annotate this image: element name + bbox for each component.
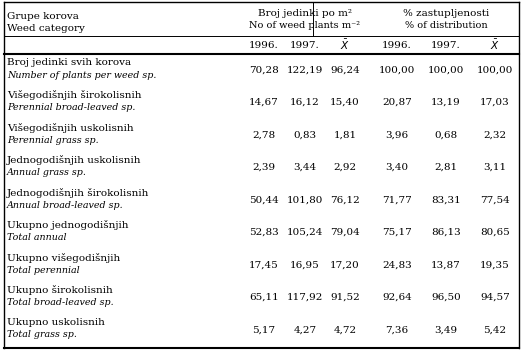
Text: 1996.: 1996.: [249, 41, 279, 49]
Text: 4,72: 4,72: [334, 325, 357, 334]
Text: 5,42: 5,42: [483, 325, 507, 334]
Text: 75,17: 75,17: [382, 228, 412, 237]
Text: 2,39: 2,39: [253, 163, 276, 172]
Text: 13,87: 13,87: [431, 260, 461, 270]
Text: Total perennial: Total perennial: [7, 266, 79, 274]
Text: 0,83: 0,83: [293, 131, 316, 140]
Text: 52,83: 52,83: [249, 228, 279, 237]
Text: Ukupno jednogodišnjih: Ukupno jednogodišnjih: [7, 220, 129, 230]
Text: % of distribution: % of distribution: [405, 21, 487, 30]
Text: Ukupno višegodišnjih: Ukupno višegodišnjih: [7, 253, 120, 262]
Text: 16,95: 16,95: [290, 260, 320, 270]
Text: Annual broad-leaved sp.: Annual broad-leaved sp.: [7, 201, 123, 210]
Text: 105,24: 105,24: [287, 228, 323, 237]
Text: 1996.: 1996.: [382, 41, 412, 49]
Text: 17,20: 17,20: [330, 260, 360, 270]
Text: No of weed plants m⁻²: No of weed plants m⁻²: [249, 21, 360, 30]
Text: Broj jedinki svih korova: Broj jedinki svih korova: [7, 58, 131, 67]
Text: 20,87: 20,87: [382, 98, 412, 107]
Text: 96,50: 96,50: [431, 293, 461, 302]
Text: 14,67: 14,67: [249, 98, 279, 107]
Text: Total grass sp.: Total grass sp.: [7, 330, 77, 340]
Text: 17,03: 17,03: [480, 98, 510, 107]
Text: $\bar{X}$: $\bar{X}$: [490, 38, 500, 52]
Text: Grupe korova: Grupe korova: [7, 12, 79, 21]
Text: 15,40: 15,40: [330, 98, 360, 107]
Text: 76,12: 76,12: [330, 196, 360, 204]
Text: 3,40: 3,40: [385, 163, 408, 172]
Text: 77,54: 77,54: [480, 196, 510, 204]
Text: 3,44: 3,44: [293, 163, 316, 172]
Text: 1997.: 1997.: [290, 41, 320, 49]
Text: 100,00: 100,00: [477, 66, 513, 75]
Text: Broj jedinki po m²: Broj jedinki po m²: [257, 9, 351, 19]
Text: 19,35: 19,35: [480, 260, 510, 270]
Text: Ukupno širokolisnih: Ukupno širokolisnih: [7, 285, 113, 295]
Text: 101,80: 101,80: [287, 196, 323, 204]
Text: 2,32: 2,32: [483, 131, 507, 140]
Text: 1,81: 1,81: [334, 131, 357, 140]
Text: 24,83: 24,83: [382, 260, 412, 270]
Text: 3,96: 3,96: [385, 131, 408, 140]
Text: 2,78: 2,78: [253, 131, 276, 140]
Text: 80,65: 80,65: [480, 228, 510, 237]
Text: $\bar{X}$: $\bar{X}$: [340, 38, 350, 52]
Text: 3,49: 3,49: [435, 325, 458, 334]
Text: 70,28: 70,28: [249, 66, 279, 75]
Text: Perennial broad-leaved sp.: Perennial broad-leaved sp.: [7, 103, 135, 112]
Text: Number of plants per weed sp.: Number of plants per weed sp.: [7, 71, 156, 80]
Text: Total annual: Total annual: [7, 233, 66, 242]
Text: 13,19: 13,19: [431, 98, 461, 107]
Text: 100,00: 100,00: [379, 66, 415, 75]
Text: 17,45: 17,45: [249, 260, 279, 270]
Text: Jednogodišnjih uskolisnih: Jednogodišnjih uskolisnih: [7, 155, 142, 165]
Text: 1997.: 1997.: [431, 41, 461, 49]
Text: % zastupljenosti: % zastupljenosti: [403, 9, 489, 19]
Text: 4,27: 4,27: [293, 325, 316, 334]
Text: Perennial grass sp.: Perennial grass sp.: [7, 136, 99, 145]
Text: Jednogodišnjih širokolisnih: Jednogodišnjih širokolisnih: [7, 188, 150, 198]
Text: 65,11: 65,11: [249, 293, 279, 302]
Text: 83,31: 83,31: [431, 196, 461, 204]
Text: 117,92: 117,92: [287, 293, 323, 302]
Text: 96,24: 96,24: [330, 66, 360, 75]
Text: 91,52: 91,52: [330, 293, 360, 302]
Text: 0,68: 0,68: [435, 131, 458, 140]
Text: 94,57: 94,57: [480, 293, 510, 302]
Text: 5,17: 5,17: [253, 325, 276, 334]
Text: 92,64: 92,64: [382, 293, 412, 302]
Text: 86,13: 86,13: [431, 228, 461, 237]
Text: 7,36: 7,36: [385, 325, 408, 334]
Text: Višegodišnjih širokolisnih: Višegodišnjih širokolisnih: [7, 90, 142, 100]
Text: 3,11: 3,11: [483, 163, 507, 172]
Text: Total broad-leaved sp.: Total broad-leaved sp.: [7, 298, 113, 307]
Text: Višegodišnjih uskolisnih: Višegodišnjih uskolisnih: [7, 123, 133, 133]
Text: 50,44: 50,44: [249, 196, 279, 204]
Text: 16,12: 16,12: [290, 98, 320, 107]
Text: Weed category: Weed category: [7, 24, 85, 33]
Text: Annual grass sp.: Annual grass sp.: [7, 168, 87, 177]
Text: Ukupno uskolisnih: Ukupno uskolisnih: [7, 317, 105, 327]
Text: 71,77: 71,77: [382, 196, 412, 204]
Text: 122,19: 122,19: [287, 66, 323, 75]
Text: 79,04: 79,04: [330, 228, 360, 237]
Text: 2,81: 2,81: [435, 163, 458, 172]
Text: 100,00: 100,00: [428, 66, 464, 75]
Text: 2,92: 2,92: [334, 163, 357, 172]
